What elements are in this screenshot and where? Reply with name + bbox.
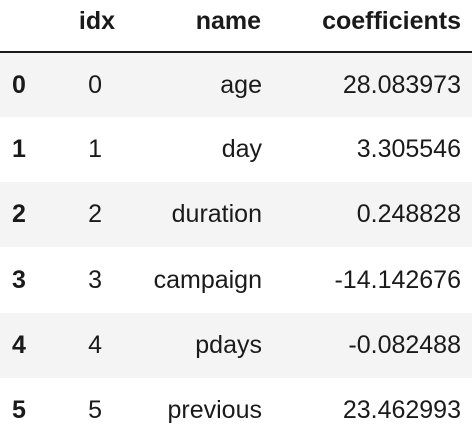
table-row: 0 0 age 28.083973 [0, 52, 472, 118]
name-cell: duration [171, 200, 262, 229]
idx-cell: 4 [88, 330, 102, 359]
header-row: idx name coefficients [0, 0, 472, 53]
header-idx: idx [48, 0, 126, 53]
coefficient-cell: 3.305546 [356, 135, 461, 164]
name-cell: day [221, 135, 262, 164]
row-index: 1 [12, 135, 26, 164]
table-header: idx name coefficients [0, 0, 472, 53]
name-cell: campaign [153, 265, 262, 294]
idx-cell: 2 [88, 200, 102, 229]
idx-cell: 5 [88, 395, 102, 424]
coefficient-cell: 28.083973 [342, 70, 461, 99]
coefficient-cell: -0.082488 [348, 330, 461, 359]
idx-cell: 0 [88, 70, 102, 99]
table-body: 0 0 age 28.083973 1 1 day 3.305546 2 2 d… [0, 52, 472, 443]
row-index: 0 [12, 70, 26, 99]
name-cell: previous [167, 395, 263, 424]
idx-cell: 1 [88, 135, 102, 164]
row-index: 2 [12, 200, 26, 229]
table-row: 1 1 day 3.305546 [0, 117, 472, 183]
header-name: name [126, 0, 272, 53]
name-cell: age [220, 70, 262, 99]
header-coefficients: coefficients [272, 0, 472, 53]
row-index: 4 [12, 330, 26, 359]
coefficient-cell: 0.248828 [356, 200, 461, 229]
coefficient-cell: -14.142676 [334, 265, 461, 294]
table-row: 3 3 campaign -14.142676 [0, 247, 472, 313]
table-row: 2 2 duration 0.248828 [0, 182, 472, 248]
idx-cell: 3 [88, 265, 102, 294]
coefficient-cell: 23.462993 [342, 395, 461, 424]
row-index: 5 [12, 395, 26, 424]
header-index [0, 0, 48, 53]
table-row: 4 4 pdays -0.082488 [0, 312, 472, 378]
table-row: 5 5 previous 23.462993 [0, 377, 472, 443]
row-index: 3 [12, 265, 26, 294]
name-cell: pdays [195, 330, 262, 359]
